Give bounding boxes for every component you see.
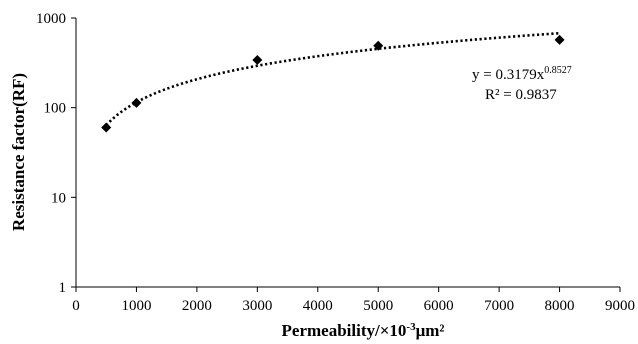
y-tick-label: 1000 xyxy=(36,11,66,27)
trendline-group xyxy=(105,31,560,127)
y-tick-label: 1 xyxy=(59,280,67,296)
y-tick-label: 10 xyxy=(51,190,66,206)
data-points xyxy=(101,34,565,133)
x-tick-label: 2000 xyxy=(182,298,212,314)
power-trendline xyxy=(105,31,560,127)
axes xyxy=(75,18,620,288)
x-tick-label: 1000 xyxy=(121,298,151,314)
y-tick-label: 100 xyxy=(44,101,67,117)
trendline-r2: R² = 0.9837 xyxy=(485,87,557,103)
data-point-marker xyxy=(252,55,263,66)
data-point-marker xyxy=(373,40,384,51)
data-point-marker xyxy=(554,34,565,45)
x-tick-label: 0 xyxy=(72,298,80,314)
x-tick-label: 8000 xyxy=(545,298,575,314)
data-point-marker xyxy=(131,97,142,108)
y-axis-title: Resistance factor(RF) xyxy=(9,73,28,231)
ticks: 0 1000 2000 3000 4000 5000 6000 7000 8000 9000 1 10… xyxy=(36,11,635,314)
x-axis-title: Permeability/×10-3μm² xyxy=(282,321,445,340)
x-tick-label: 5000 xyxy=(363,298,393,314)
x-tick-label: 4000 xyxy=(303,298,333,314)
x-tick-label: 6000 xyxy=(424,298,454,314)
data-point-marker xyxy=(101,122,112,133)
x-tick-label: 7000 xyxy=(484,298,514,314)
trendline-equation: y = 0.3179x0.8527 xyxy=(472,65,572,83)
x-tick-label: 9000 xyxy=(605,298,635,314)
x-tick-label: 3000 xyxy=(242,298,272,314)
